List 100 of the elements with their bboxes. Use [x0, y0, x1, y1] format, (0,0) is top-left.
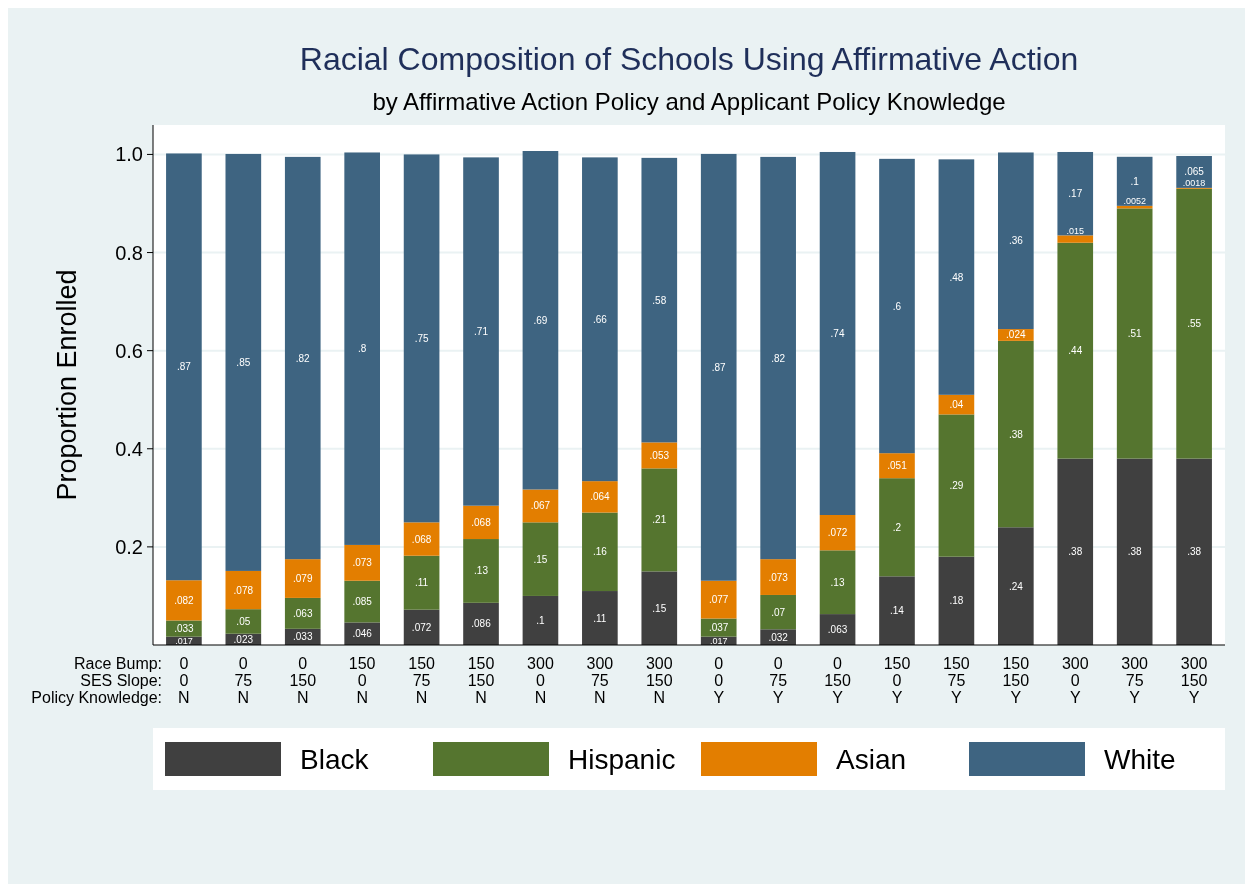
y-tick-label: 1.0: [115, 143, 143, 166]
bar: [344, 152, 380, 545]
chart-title: Racial Composition of Schools Using Affirmative Action: [299, 41, 1079, 77]
bar: [938, 414, 975, 557]
bar: [641, 468, 678, 572]
bar: [760, 559, 796, 595]
data-label: .017: [709, 635, 728, 646]
data-label: .38: [1008, 428, 1024, 440]
data-label: .053: [649, 449, 670, 461]
data-label: .073: [768, 571, 789, 583]
bar: [700, 153, 737, 581]
bar: [403, 555, 440, 610]
bar: [582, 157, 618, 482]
bar: [1116, 458, 1153, 645]
data-label: .11: [415, 577, 429, 589]
data-label: .024: [1006, 329, 1026, 341]
data-label: .58: [652, 294, 667, 306]
y-axis-title: Proportion Enrolled: [52, 269, 82, 501]
bar: [998, 527, 1034, 645]
x-tick-label: 0 75 N: [234, 655, 253, 706]
data-label: .8: [358, 343, 367, 355]
data-label: .17: [1068, 188, 1083, 200]
data-label: .079: [293, 573, 313, 585]
data-label: .085: [352, 596, 373, 608]
bar: [522, 595, 559, 645]
data-label: .15: [533, 553, 548, 565]
data-label: .14: [890, 605, 905, 617]
x-tick-label: 0 0 Y: [713, 655, 725, 706]
data-label: .072: [827, 527, 848, 539]
bar: [1176, 458, 1212, 645]
x-tick-label: 150 150 N: [467, 655, 495, 706]
data-label: .032: [768, 631, 789, 643]
x-axis-title: Race Bump: SES Slope: Policy Knowledge:: [31, 655, 163, 706]
data-label: .072: [411, 621, 432, 633]
y-tick-label: 0.4: [115, 437, 143, 460]
legend-label: Hispanic: [568, 744, 676, 775]
x-tick-label: 150 0 Y: [883, 655, 911, 706]
x-tick-label: 300 150 N: [645, 655, 673, 706]
legend-label: Black: [300, 744, 370, 775]
bar: [998, 152, 1034, 330]
data-label: .0052: [1123, 196, 1146, 207]
bar: [1176, 188, 1212, 459]
data-label: .29: [949, 480, 964, 492]
data-label: .068: [471, 516, 492, 528]
data-label: .065: [1184, 166, 1205, 178]
data-label: .38: [1187, 546, 1202, 558]
data-label: .037: [708, 622, 729, 634]
bar: [879, 576, 915, 645]
bar: [284, 597, 321, 629]
bar: [166, 580, 202, 621]
x-tick-label: 150 150 Y: [1002, 655, 1030, 706]
data-label: .046: [352, 628, 373, 640]
bar: [522, 522, 559, 596]
bar: [225, 609, 262, 634]
data-label: .74: [830, 327, 845, 339]
bar: [641, 442, 678, 469]
x-tick-label: 300 0 Y: [1061, 655, 1089, 706]
bar: [582, 591, 618, 645]
data-label: .87: [176, 361, 192, 373]
data-label: .13: [474, 565, 489, 577]
data-label: .21: [652, 514, 667, 526]
data-label: .1: [1130, 175, 1140, 187]
x-tick-label: 0 0 N: [178, 655, 190, 706]
data-label: .87: [711, 361, 727, 373]
data-label: .55: [1187, 318, 1202, 330]
x-tick-label: 0 150 N: [289, 655, 317, 706]
bar: [344, 544, 380, 581]
bar: [1057, 242, 1094, 459]
bar: [463, 539, 499, 603]
chart-subtitle: by Affirmative Action Policy and Applicant Policy Knowledge: [372, 88, 1006, 115]
data-label: .66: [592, 313, 608, 325]
bar: [938, 556, 975, 645]
data-label: .023: [233, 633, 254, 645]
data-label: .36: [1008, 235, 1024, 247]
bar: [225, 153, 262, 571]
data-label: .24: [1008, 580, 1024, 592]
bar: [284, 156, 321, 560]
data-label: .086: [471, 618, 492, 630]
bar: [463, 505, 499, 540]
data-label: .015: [1066, 225, 1085, 236]
data-label: .082: [174, 594, 195, 606]
bar: [879, 478, 915, 577]
bar: [819, 515, 856, 551]
x-tick-label: 150 0 N: [348, 655, 376, 706]
bar: [582, 512, 618, 592]
y-tick-label: 0.6: [115, 339, 143, 362]
x-tick-label: 300 150 Y: [1180, 655, 1208, 706]
bar: [403, 522, 440, 556]
data-label: .69: [533, 314, 548, 326]
legend-label: White: [1104, 744, 1176, 775]
data-label: .063: [293, 607, 313, 619]
data-label: .078: [233, 584, 254, 596]
data-label: .067: [530, 500, 551, 512]
bar: [582, 481, 618, 513]
data-label: .068: [411, 533, 432, 545]
data-label: .073: [352, 557, 373, 569]
data-label: .71: [474, 326, 489, 338]
data-label: .75: [414, 332, 429, 344]
data-label: .04: [949, 399, 964, 411]
data-label: .85: [236, 356, 251, 368]
